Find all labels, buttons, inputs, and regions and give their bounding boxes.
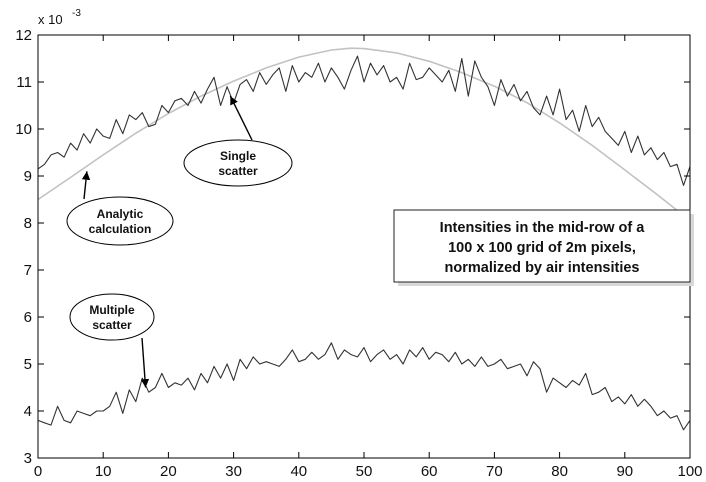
multiple-scatter-label-line: scatter: [92, 318, 132, 332]
y-tick-label: 11: [16, 74, 32, 91]
x-tick-label: 90: [616, 463, 633, 480]
single-scatter-ellipse: [183, 139, 293, 187]
x-tick-label: 50: [356, 463, 373, 480]
y-tick-label: 12: [15, 27, 32, 44]
analytic-calculation-arrow: [81, 171, 91, 200]
info-text-box-frame: [393, 209, 691, 283]
x-tick-label: 60: [421, 463, 438, 480]
axis-ticks-layer: 0 10 20 30 40 50 60 70 80 90 100 3 4 5 6 7 8 9 10 11 12: [15, 27, 702, 480]
x-tick-label: 0: [34, 463, 42, 480]
y-scale-label: x 10: [38, 12, 63, 27]
multiple-series-line: [37, 342, 691, 431]
analytic-calculation-label-line: Analytic: [97, 207, 144, 221]
analytic-series-line: [37, 47, 691, 222]
info-text-line-3: normalized by air intensities: [445, 260, 640, 276]
x-tick-label: 30: [225, 463, 242, 480]
x-tick-label: 80: [551, 463, 568, 480]
single-scatter-label-line: Single: [220, 149, 256, 163]
info-text-box: Intensities in the mid-row of a 100 x 10…: [393, 209, 694, 286]
x-tick-label: 70: [486, 463, 503, 480]
annotations-layer: SinglescatterAnalyticcalculationMultiple…: [66, 95, 293, 388]
analytic-calculation-ellipse: [66, 196, 174, 246]
y-tick-label: 5: [24, 356, 32, 373]
y-tick-label: 4: [24, 403, 32, 420]
single-series-line: [37, 55, 691, 186]
multiple-scatter-arrow: [140, 337, 150, 388]
y-tick-label: 7: [24, 262, 32, 279]
y-scale-exponent: -3: [72, 8, 81, 19]
multiple-scatter-ellipse: [69, 293, 155, 341]
x-tick-label: 40: [290, 463, 307, 480]
x-tick-label: 100: [677, 463, 702, 480]
y-tick-label: 10: [15, 121, 32, 138]
single-scatter-label-line: scatter: [218, 164, 258, 178]
y-tick-label: 9: [24, 168, 32, 185]
y-tick-label: 3: [24, 450, 32, 467]
y-tick-label: 6: [24, 309, 32, 326]
x-tick-label: 20: [160, 463, 177, 480]
y-tick-label: 8: [24, 215, 32, 232]
multiple-scatter-label-line: Multiple: [89, 303, 135, 317]
info-text-line-2: 100 x 100 grid of 2m pixels,: [448, 240, 636, 256]
series-layer: [37, 47, 691, 431]
single-scatter-arrow: [229, 95, 253, 141]
info-text-line-1: Intensities in the mid-row of a: [440, 220, 646, 236]
analytic-calculation-label-line: calculation: [89, 222, 152, 236]
x-tick-label: 10: [95, 463, 112, 480]
